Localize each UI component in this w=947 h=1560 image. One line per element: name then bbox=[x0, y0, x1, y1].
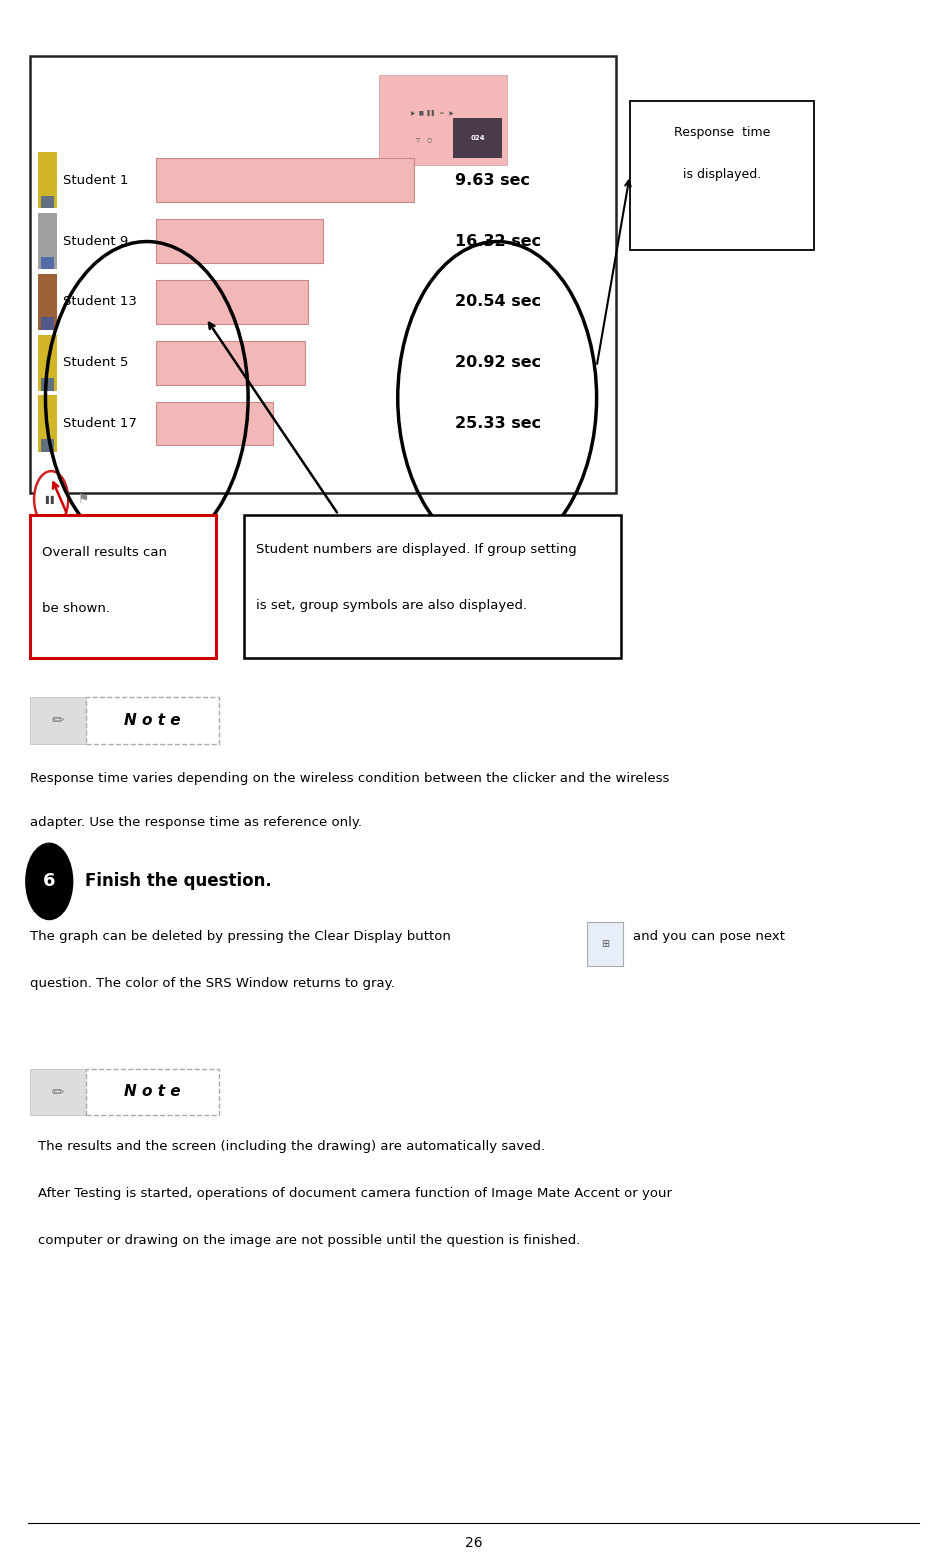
FancyBboxPatch shape bbox=[156, 220, 323, 264]
Text: adapter. Use the response time as reference only.: adapter. Use the response time as refere… bbox=[30, 816, 363, 828]
Text: N o t e: N o t e bbox=[124, 1084, 181, 1100]
Text: ▌▌: ▌▌ bbox=[45, 495, 57, 504]
FancyBboxPatch shape bbox=[85, 1069, 219, 1115]
FancyBboxPatch shape bbox=[630, 101, 814, 250]
Text: 16.32 sec: 16.32 sec bbox=[455, 234, 541, 248]
Text: is set, group symbols are also displayed.: is set, group symbols are also displayed… bbox=[256, 599, 527, 612]
Text: ⚑: ⚑ bbox=[78, 493, 89, 505]
Text: Student 13: Student 13 bbox=[63, 295, 137, 309]
Text: Response time varies depending on the wireless condition between the clicker and: Response time varies depending on the wi… bbox=[30, 772, 670, 785]
Text: ▶  ■  ▌▌  ≈   ▶: ▶ ■ ▌▌ ≈ ▶ bbox=[411, 109, 454, 115]
Text: question. The color of the SRS Window returns to gray.: question. The color of the SRS Window re… bbox=[30, 977, 395, 989]
FancyBboxPatch shape bbox=[30, 56, 616, 493]
FancyBboxPatch shape bbox=[41, 440, 54, 452]
Text: Response  time

is displayed.: Response time is displayed. bbox=[674, 126, 770, 181]
FancyBboxPatch shape bbox=[30, 1069, 85, 1115]
Circle shape bbox=[27, 844, 72, 919]
FancyBboxPatch shape bbox=[38, 214, 57, 270]
Text: Student 17: Student 17 bbox=[63, 417, 137, 431]
FancyBboxPatch shape bbox=[41, 197, 54, 207]
Text: 024: 024 bbox=[471, 136, 485, 142]
FancyBboxPatch shape bbox=[38, 275, 57, 331]
Text: Finish the question.: Finish the question. bbox=[85, 872, 272, 891]
Text: The results and the screen (including the drawing) are automatically saved.: The results and the screen (including th… bbox=[38, 1140, 545, 1153]
FancyBboxPatch shape bbox=[379, 75, 508, 165]
FancyBboxPatch shape bbox=[38, 335, 57, 392]
FancyBboxPatch shape bbox=[156, 342, 305, 385]
FancyBboxPatch shape bbox=[30, 697, 85, 744]
Text: ✏: ✏ bbox=[52, 713, 64, 729]
Text: ▽    ○: ▽ ○ bbox=[416, 137, 432, 142]
Text: ⊞: ⊞ bbox=[601, 939, 609, 948]
Text: 26: 26 bbox=[465, 1537, 482, 1551]
Text: Student numbers are displayed. If group setting: Student numbers are displayed. If group … bbox=[256, 543, 577, 555]
FancyBboxPatch shape bbox=[454, 119, 502, 158]
FancyBboxPatch shape bbox=[38, 396, 57, 452]
FancyBboxPatch shape bbox=[156, 281, 309, 324]
Text: 9.63 sec: 9.63 sec bbox=[455, 173, 529, 187]
Text: computer or drawing on the image are not possible until the question is finished: computer or drawing on the image are not… bbox=[38, 1234, 581, 1246]
Text: Student 9: Student 9 bbox=[63, 234, 129, 248]
Text: After Testing is started, operations of document camera function of Image Mate A: After Testing is started, operations of … bbox=[38, 1187, 671, 1200]
FancyBboxPatch shape bbox=[587, 922, 623, 966]
FancyBboxPatch shape bbox=[30, 515, 216, 658]
Circle shape bbox=[34, 471, 68, 527]
FancyBboxPatch shape bbox=[244, 515, 621, 658]
Text: N o t e: N o t e bbox=[124, 713, 181, 729]
Text: 6: 6 bbox=[43, 872, 56, 891]
Text: Student 1: Student 1 bbox=[63, 173, 129, 187]
Text: Student 5: Student 5 bbox=[63, 356, 129, 370]
FancyBboxPatch shape bbox=[156, 402, 273, 446]
Text: The graph can be deleted by pressing the Clear Display button: The graph can be deleted by pressing the… bbox=[30, 930, 451, 942]
FancyBboxPatch shape bbox=[41, 257, 54, 270]
Text: ✏: ✏ bbox=[52, 1084, 64, 1100]
FancyBboxPatch shape bbox=[156, 159, 414, 201]
Text: be shown.: be shown. bbox=[42, 602, 110, 615]
FancyBboxPatch shape bbox=[41, 318, 54, 331]
FancyBboxPatch shape bbox=[41, 379, 54, 392]
Text: Overall results can: Overall results can bbox=[42, 546, 167, 558]
Text: 25.33 sec: 25.33 sec bbox=[455, 417, 541, 431]
FancyBboxPatch shape bbox=[38, 153, 57, 207]
Text: 20.54 sec: 20.54 sec bbox=[455, 295, 541, 309]
FancyBboxPatch shape bbox=[85, 697, 219, 744]
Text: and you can pose next: and you can pose next bbox=[633, 930, 785, 942]
Text: 20.92 sec: 20.92 sec bbox=[455, 356, 541, 370]
